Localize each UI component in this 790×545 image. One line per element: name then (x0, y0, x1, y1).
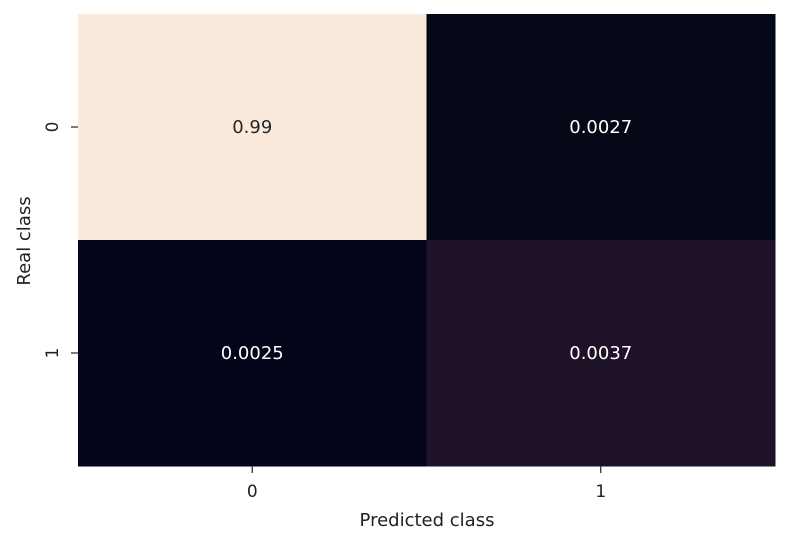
cell-value-label-r1-c1: 0.0037 (569, 343, 632, 364)
heatmap-cell-r1-c1 (426, 240, 776, 467)
heatmap-cell-r1-c0 (78, 240, 427, 467)
cell-value-label-r1-c0: 0.0025 (221, 343, 284, 364)
cell-value-label-r0-c1: 0.0027 (569, 117, 632, 138)
x-tick-label: 1 (595, 482, 606, 502)
y-tick-label: 0 (43, 122, 63, 133)
y-axis-label: Real class (14, 196, 35, 285)
heatmap-cell-r0-c1 (426, 14, 776, 241)
heatmap-cell-r0-c0 (78, 14, 427, 241)
x-axis-label: Predicted class (360, 510, 495, 531)
heatmap-cells: 0.99 0.0027 0.0025 0.0037 (78, 14, 776, 467)
y-axis-ticks: 01 (43, 122, 78, 359)
y-tick-label: 1 (43, 348, 63, 359)
x-tick-label: 0 (247, 482, 258, 502)
cell-value-label-r0-c0: 0.99 (232, 117, 272, 138)
